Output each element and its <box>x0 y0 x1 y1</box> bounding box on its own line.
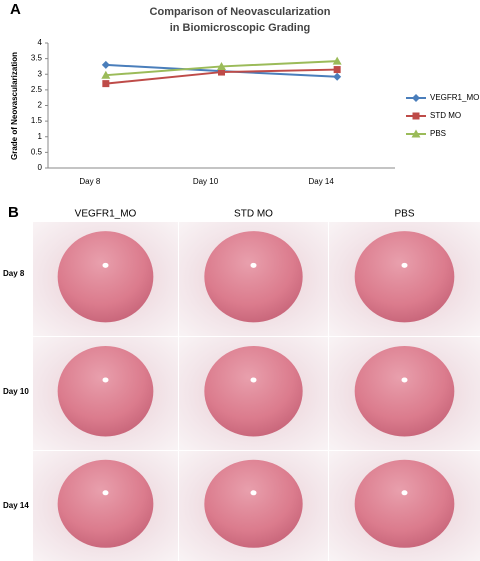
reflection <box>102 490 109 496</box>
y-tick-label: 1 <box>38 132 43 141</box>
marker <box>217 61 226 70</box>
marker <box>332 56 342 65</box>
eye <box>57 231 154 323</box>
y-tick-label: 2 <box>38 101 43 110</box>
chart-title: in Biomicroscopic Grading <box>170 22 311 34</box>
reflection <box>102 262 109 268</box>
eye <box>354 231 455 323</box>
eye <box>204 346 303 437</box>
photo-grid: VEGFR1_MO STD MO PBS Day 8 Day 10 Day 14 <box>3 209 480 561</box>
marker <box>412 112 420 120</box>
panel-label: A <box>10 1 21 18</box>
reflection <box>250 262 257 268</box>
y-tick-label: 4 <box>38 38 43 47</box>
reflection <box>401 377 408 383</box>
marker <box>411 129 421 138</box>
x-tick-label: Day 8 <box>79 177 100 186</box>
eye <box>354 459 455 548</box>
row-label: Day 10 <box>3 387 29 396</box>
y-tick-label: 3.5 <box>31 54 43 63</box>
marker <box>333 66 341 74</box>
marker <box>101 70 111 79</box>
eye <box>57 346 154 437</box>
plot: 0 0.5 1 1.5 2 2.5 3 3.5 4 Day 8 Day 10 Day 14 VEGFR1… <box>31 38 479 186</box>
marker <box>101 60 110 69</box>
y-tick-label: 2.5 <box>31 85 43 94</box>
panel-label: B <box>8 204 19 221</box>
row-label: Day 14 <box>3 501 29 510</box>
y-tick-label: 3 <box>38 69 43 78</box>
row-label: Day 8 <box>3 269 25 278</box>
reflection <box>401 262 408 268</box>
y-axis-label: Grade of Neovascularization <box>10 52 19 160</box>
marker <box>102 80 110 88</box>
y-tick-label: 1.5 <box>31 116 43 125</box>
eye <box>354 346 455 437</box>
legend-label: PBS <box>430 129 446 138</box>
column-header: VEGFR1_MO <box>75 209 137 220</box>
legend-label: VEGFR1_MO <box>430 93 479 102</box>
eye <box>57 459 154 548</box>
chart-title: Comparison of Neovascularization <box>150 6 331 18</box>
reflection <box>250 490 257 496</box>
x-tick-label: Day 10 <box>193 177 219 186</box>
reflection <box>102 377 109 383</box>
y-tick-label: 0 <box>38 163 43 172</box>
reflection <box>401 490 408 496</box>
x-tick-label: Day 14 <box>308 177 334 186</box>
marker <box>333 72 342 81</box>
reflection <box>250 377 257 383</box>
eye <box>204 459 303 548</box>
marker <box>218 68 225 76</box>
y-tick-label: 0.5 <box>31 147 43 156</box>
column-header: PBS <box>394 209 414 220</box>
legend-label: STD MO <box>430 111 461 120</box>
column-header: STD MO <box>234 209 273 220</box>
marker <box>412 94 420 102</box>
eye <box>204 231 303 323</box>
